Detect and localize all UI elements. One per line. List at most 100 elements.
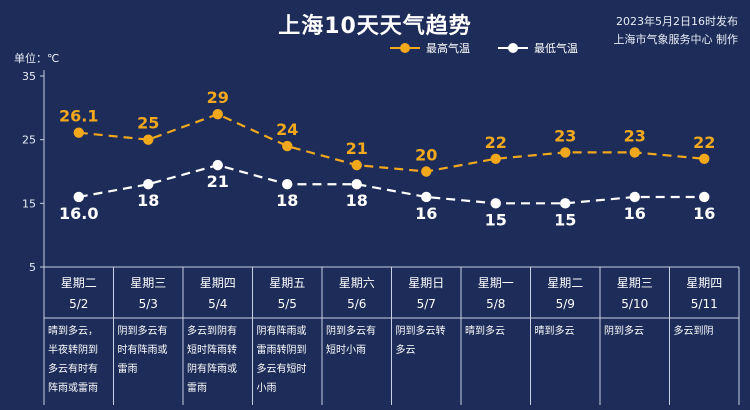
legend-low-label: 最低气温 — [534, 41, 578, 55]
high-temp-point — [212, 109, 223, 120]
high-temp-point — [421, 166, 432, 177]
date-label: 5/4 — [208, 297, 227, 311]
weather-desc-line: 晴到多云 — [535, 324, 575, 337]
low-temp-label: 15 — [485, 210, 507, 229]
high-temp-label: 25 — [137, 114, 159, 133]
weekday-label: 星期三 — [130, 276, 166, 290]
weather-desc-line: 多云 — [396, 343, 416, 356]
weather-desc-line: 多云有时有 — [48, 362, 98, 375]
low-temp-point — [560, 198, 571, 209]
date-label: 5/11 — [691, 297, 718, 311]
high-temp-label: 21 — [346, 139, 368, 158]
axes: 35 25 15 5 — [22, 70, 45, 405]
weather-desc-line: 小雨 — [257, 382, 277, 394]
high-temp-label: 26.1 — [59, 107, 98, 126]
date-label: 5/10 — [621, 297, 648, 311]
date-label: 5/5 — [278, 297, 297, 311]
publish-time: 2023年5月2日16时发布 — [616, 15, 738, 28]
low-temp-label: 16.0 — [59, 204, 98, 223]
weather-desc-line: 多云有短时 — [257, 362, 307, 375]
legend-high-label: 最高气温 — [426, 41, 470, 55]
weather-desc-line: 晴到多云 — [465, 324, 505, 337]
weather-desc-line: 阵雨或雷雨 — [48, 381, 98, 394]
weather-desc-line: 晴到多云， — [48, 324, 98, 337]
low-temp-point — [351, 179, 362, 190]
low-temp-point — [699, 191, 710, 203]
date-label: 5/9 — [556, 297, 575, 311]
weather-desc-line: 阴到多云转 — [396, 324, 446, 337]
legend-low-marker — [508, 43, 518, 53]
unit-label: 单位：℃ — [14, 52, 60, 65]
publish-info: 2023年5月2日16时发布 上海市气象服务中心 制作 — [614, 13, 739, 49]
y-tick-label: 15 — [22, 197, 36, 210]
weekday-label: 星期六 — [339, 276, 375, 290]
low-temp-point — [490, 198, 501, 209]
low-temp-point — [629, 191, 640, 203]
high-temp-label: 22 — [693, 133, 715, 152]
low-temp-label: 16 — [624, 204, 646, 223]
high-temp-point — [73, 127, 84, 138]
high-temp-label: 24 — [276, 120, 298, 139]
weather-desc-line: 雷雨转阴到 — [257, 343, 307, 356]
low-temp-label: 15 — [554, 210, 576, 229]
weekday-label: 星期日 — [408, 276, 444, 290]
legend-high-marker — [400, 43, 410, 53]
low-temp-point — [421, 191, 432, 203]
low-temp-point — [73, 191, 84, 203]
weather-desc-line: 多云到阴 — [674, 324, 714, 337]
high-temp-point — [560, 147, 571, 158]
weather-desc-line: 阴到多云 — [604, 324, 644, 337]
weekday-label: 星期二 — [61, 276, 97, 290]
weekday-label: 星期三 — [617, 276, 653, 290]
weather-desc-line: 多云到阴有 — [187, 324, 237, 337]
date-label: 5/8 — [486, 297, 505, 311]
date-label: 5/7 — [417, 297, 436, 311]
publisher: 上海市气象服务中心 制作 — [613, 33, 739, 46]
low-temp-point — [212, 159, 223, 171]
weather-desc-line: 短时阵雨转 — [187, 343, 237, 356]
high-temp-point — [351, 159, 362, 171]
weather-desc-line: 雷雨 — [118, 363, 138, 375]
high-temp-point — [490, 153, 501, 164]
high-temp-label: 29 — [207, 88, 229, 107]
high-temp-line — [78, 113, 705, 173]
high-temp-label: 20 — [415, 146, 437, 165]
weather-desc-line: 半夜转阴到 — [48, 343, 98, 356]
date-label: 5/2 — [69, 297, 88, 311]
weather-desc-line: 雷雨 — [187, 382, 207, 394]
weekday-label: 星期二 — [547, 276, 583, 290]
high-temp-point — [282, 140, 293, 152]
legend: 最高气温 最低气温 — [390, 41, 578, 55]
weekday-label: 星期四 — [686, 276, 722, 290]
low-temp-line — [78, 163, 705, 205]
low-temp-label: 18 — [137, 191, 159, 210]
y-tick-label: 35 — [22, 70, 36, 83]
high-temp-label: 23 — [554, 126, 576, 145]
y-tick-label: 5 — [29, 261, 36, 274]
y-tick-label: 25 — [22, 134, 36, 147]
weekday-label: 星期四 — [200, 276, 236, 290]
low-temp-label: 18 — [276, 191, 298, 210]
high-temp-label: 22 — [485, 133, 507, 152]
weekday-label: 星期五 — [269, 276, 305, 290]
high-temp-point — [699, 153, 710, 164]
weather-desc-line: 时有阵雨或 — [118, 343, 168, 356]
chart-title: 上海10天天气趋势 — [278, 14, 472, 39]
high-temp-point — [629, 147, 640, 158]
date-label: 5/6 — [347, 297, 366, 311]
weather-desc-line: 阴有阵雨或 — [187, 362, 237, 375]
low-temp-label: 16 — [415, 204, 437, 223]
series: 26.1 25 29 24 21 20 22 23 23 22 16.0 18 21 18 18 16 15 15… — [59, 88, 715, 229]
weather-desc-line: 阴有阵雨或 — [257, 324, 307, 337]
weather-desc-line: 短时小雨 — [326, 343, 366, 356]
low-temp-point — [282, 179, 293, 190]
high-temp-label: 23 — [624, 126, 646, 145]
low-temp-point — [143, 179, 154, 190]
weather-desc-line: 阴到多云有 — [118, 324, 168, 337]
high-temp-point — [143, 134, 154, 145]
date-label: 5/3 — [139, 297, 158, 311]
low-temp-label: 21 — [207, 172, 229, 191]
low-temp-label: 18 — [346, 191, 368, 210]
